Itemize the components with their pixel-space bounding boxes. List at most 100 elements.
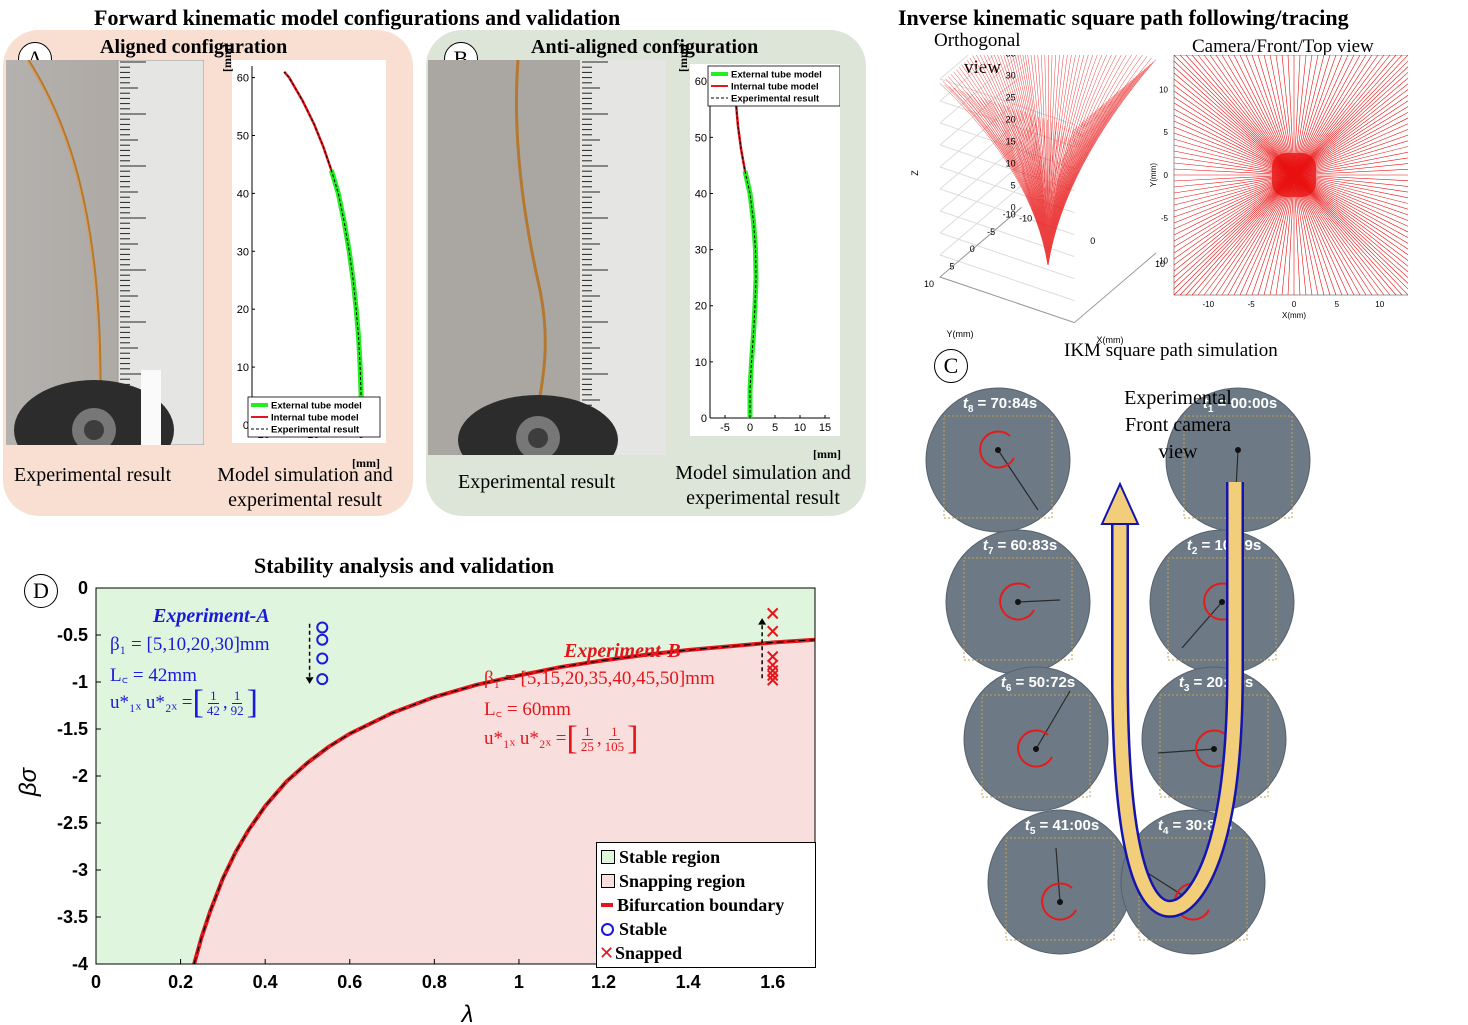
ikm-frame-disc (1142, 667, 1286, 811)
ortho-traces (939, 55, 1157, 266)
front-view-label: Camera/Front/Top view (1192, 36, 1374, 57)
front-trace (1197, 55, 1295, 176)
ikm-time-value: = 50:72s (1011, 674, 1075, 691)
plot-b-y-tick-label: 40 (695, 188, 707, 200)
front-trace (1173, 55, 1295, 176)
front-trace (1191, 55, 1295, 176)
ortho-trace (1025, 55, 1049, 266)
ortho-x-tick-label: -10 (1019, 213, 1032, 223)
plot-b-y-tick-label: 10 (695, 357, 707, 369)
front-trace (1293, 71, 1408, 176)
ikm-path-arrow (1100, 481, 1244, 918)
ortho-grid-line (939, 232, 1075, 280)
plot-b-x-tick-label: 15 (819, 422, 831, 434)
ikm-frame-rim (963, 666, 1109, 812)
front-trace (1173, 174, 1295, 296)
panel-b-title: Anti-aligned configuration (531, 36, 759, 58)
plot-b-y-tick-label: 50 (695, 132, 707, 144)
front-x-tick-label: 10 (1375, 300, 1384, 309)
plot-a-legend-label: External tube model (271, 401, 362, 412)
exp-b-frac1-den: 25 (580, 738, 594, 754)
exp-a-frac1-den: 42 (206, 702, 220, 718)
panel-b-caption-right-1: Model simulation and (675, 462, 851, 484)
ikm-time-sub: 4 (1163, 826, 1169, 837)
ikm-tip (1211, 746, 1217, 752)
stability-y-tick-label: 0 (78, 578, 88, 598)
front-x-tick-label: 0 (1292, 300, 1297, 309)
exp-a-comma: , (222, 692, 228, 713)
stability-x-tick-label: 0.4 (253, 972, 278, 992)
ikm-frame-square (1167, 557, 1277, 661)
front-y-tick-label: -5 (1161, 214, 1169, 223)
plot-b-y-tick-label: 20 (695, 301, 707, 313)
plot-b-experimental (734, 70, 757, 418)
exp-a-frac1: 1 42 (206, 687, 220, 718)
front-dense-center (1272, 153, 1316, 197)
legend-stable-region-swatch (601, 850, 615, 864)
ortho-label-1: Orthogonal (934, 30, 1021, 51)
ikm-time-sub: 1 (1208, 404, 1214, 415)
ortho-y-tick-label: 10 (924, 279, 934, 289)
front-trace (1173, 174, 1295, 284)
ikm-tube (1181, 601, 1223, 649)
stability-y-tick-label: -4 (72, 954, 88, 974)
snapped-marker-stroke (766, 607, 779, 620)
exp-a-frac1-num: 1 (208, 687, 219, 704)
front-trace (1197, 174, 1295, 296)
legend-stable-marker (601, 922, 614, 936)
ikm-tip (1015, 599, 1021, 605)
panel-c-badge: C (934, 349, 968, 383)
ikm-frame-rim (925, 387, 1071, 533)
panel-d-badge: D (24, 574, 58, 608)
exp-b-bracket: [ (566, 720, 578, 757)
panel-a-caption-right-2: experimental result (228, 489, 382, 511)
ikm-time-t: t (1179, 674, 1185, 691)
panel-b-plot-svg: 0 10 20 30 40 50 60 -5 0 5 10 15 External tube model… (695, 65, 841, 434)
stability-title: Stability analysis and validation (254, 553, 555, 578)
snapped-marker-stroke (766, 650, 779, 663)
plot-b-x-tick-label: 10 (794, 422, 806, 434)
ikm-time-t: t (1203, 395, 1209, 412)
snapped-marker (766, 674, 779, 686)
plot-b-x-tick-label: 5 (772, 422, 778, 434)
stability-x-tick-label: 1.4 (676, 972, 701, 992)
front-trace (1173, 60, 1295, 176)
ikm-time-sub: 6 (1006, 683, 1012, 694)
exp-b-frac1: 1 25 (580, 723, 594, 754)
ikm-frame-square (1005, 837, 1115, 941)
legend-stable-label: Stable (619, 918, 668, 939)
legend-snapping-region-swatch (601, 874, 615, 888)
ikm-title: IKM square path simulation (1064, 340, 1278, 361)
panel-b-caption-right-2: experimental result (686, 487, 840, 509)
front-x-tick-label: 5 (1335, 300, 1340, 309)
plot-a-y-tick-label: 30 (237, 246, 249, 258)
exp-b-comma: , (596, 728, 602, 749)
ortho-z-label: Z (910, 170, 920, 176)
front-trace (1173, 174, 1295, 290)
ikm-frame-rim (1141, 666, 1287, 812)
front-view-plot: 10 5 0 -5 -10 Y(mm) -10 -5 0 5 10 X(mm) (1149, 55, 1408, 320)
front-trace (1293, 174, 1408, 267)
exp-b-frac1-num: 1 (582, 723, 593, 740)
plot-b-legend-label: Internal tube model (731, 82, 819, 93)
front-trace (1293, 174, 1397, 296)
forward-title: Forward kinematic model configurations a… (94, 5, 621, 30)
snapped-marker-stroke (766, 625, 779, 637)
ikm-frame-square (1159, 694, 1269, 798)
ortho-x-tick-label: 0 (1090, 236, 1095, 246)
ikm-time-value: = 41:00s (1035, 817, 1099, 834)
exp-a-bracket-close: ] (246, 684, 258, 721)
panel-a-xunit: [mm] (352, 456, 380, 470)
exp-a-line3: u*₁ₓ u*₂ₓ = [ 1 42 , 1 92 ] (110, 686, 258, 720)
snapped-marker (766, 607, 779, 620)
plot-b-legend-label: Experimental result (731, 94, 820, 105)
plot-a-y-tick-label: 0 (243, 420, 249, 432)
plot-a-experimental (283, 71, 362, 425)
snapped-marker (766, 625, 779, 637)
plot-a-internal-tube (283, 70, 333, 171)
ikm-time-t: t (963, 395, 969, 412)
ikm-time-t: t (1001, 674, 1007, 691)
front-trace (1293, 55, 1397, 176)
exp-a-frac2-num: 1 (231, 687, 243, 704)
front-trace (1293, 55, 1403, 176)
